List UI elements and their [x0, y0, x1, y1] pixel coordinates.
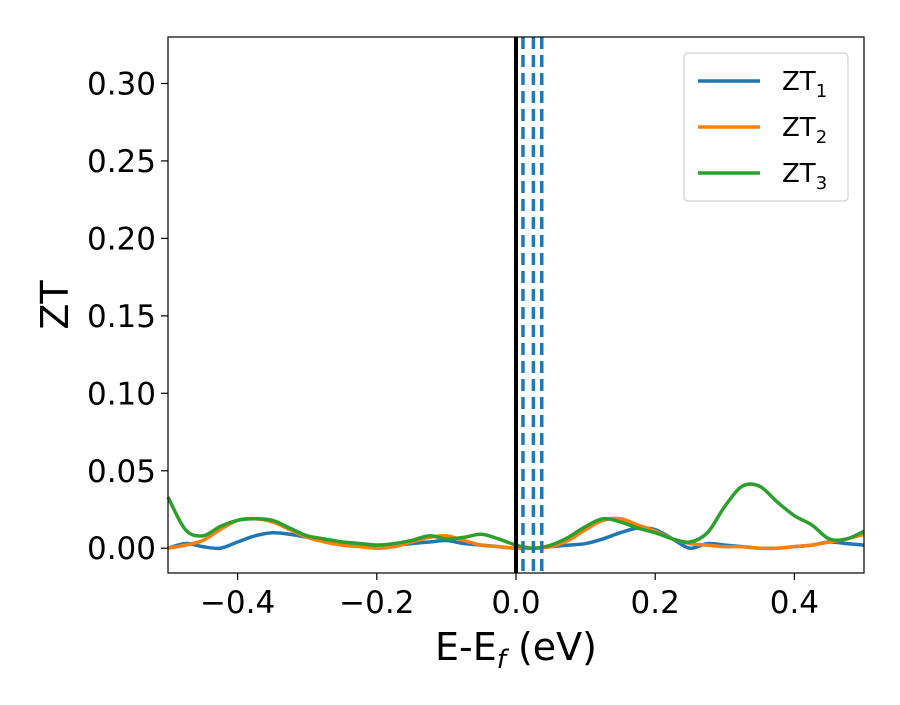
plot-frame — [167, 36, 865, 574]
x-axis-title: E-Ef (eV) — [435, 625, 597, 675]
x-tick-label: 0.4 — [770, 585, 819, 621]
x-axis-title-unit: (eV) — [506, 625, 597, 669]
y-axis-title: ZT — [33, 280, 77, 330]
y-tick-label: 0.10 — [87, 376, 156, 412]
x-axis-title-main: E-E — [435, 625, 497, 669]
legend-frame — [683, 52, 849, 202]
y-tick-label: 0.15 — [87, 299, 156, 335]
x-tick-label: 0.2 — [631, 585, 680, 621]
legend: ZT1 ZT2 ZT3 — [683, 52, 849, 202]
y-tick-label: 0.20 — [87, 221, 156, 257]
y-tick-label: 0.05 — [87, 454, 156, 490]
data-layer — [166, 37, 865, 573]
legend-label-zt3: ZT3 — [782, 159, 827, 194]
y-tick-label: 0.25 — [87, 144, 156, 180]
legend-label-zt1: ZT1 — [782, 67, 827, 102]
x-tick-label: 0.0 — [491, 585, 540, 621]
axis-layer: −0.4 −0.2 0.0 0.2 0.4 0.00 0.05 0.10 0.15 0.20 0.2… — [87, 66, 819, 621]
y-tick-label: 0.30 — [87, 66, 156, 102]
x-tick-label: −0.2 — [339, 585, 414, 621]
y-tick-label: 0.00 — [87, 531, 156, 567]
x-tick-label: −0.4 — [200, 585, 275, 621]
legend-label-zt2: ZT2 — [782, 113, 827, 148]
